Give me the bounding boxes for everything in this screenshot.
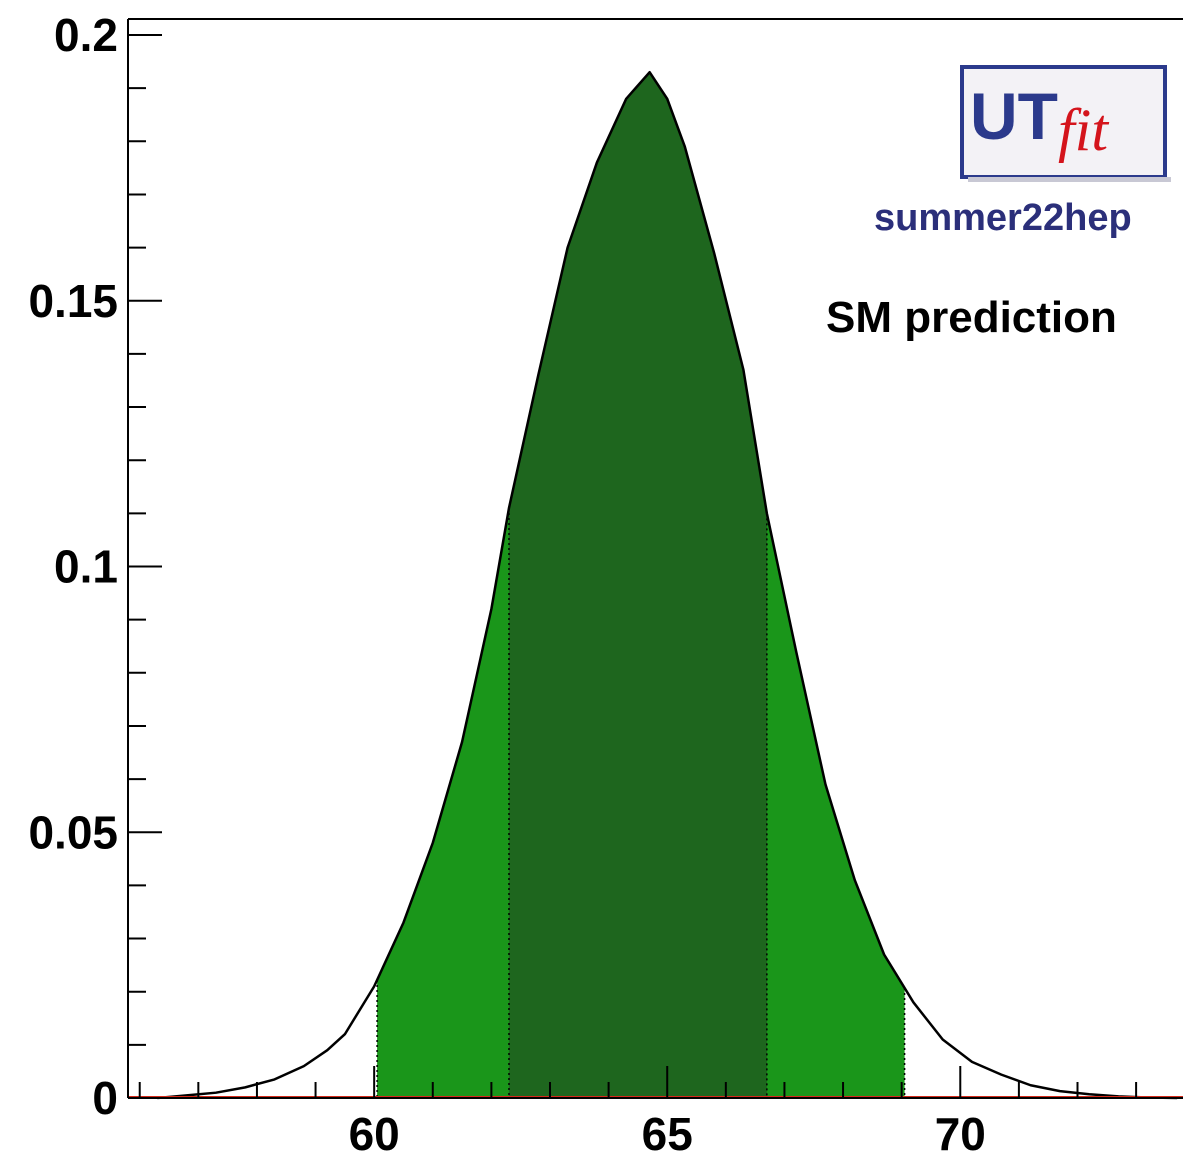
version-annotation: summer22hep (874, 197, 1132, 239)
logo-main-text: UT (970, 79, 1058, 153)
y-tick-label: 0 (92, 1072, 118, 1124)
y-tick-label: 0.15 (28, 275, 118, 327)
x-tick-label: 65 (642, 1108, 693, 1160)
y-tick-label: 0.1 (54, 541, 118, 593)
series-line (157, 70, 1178, 1100)
plot-frame (127, 18, 1183, 1099)
logo-frame (960, 65, 1167, 179)
interval-68-fill (508, 72, 767, 1099)
axis-ticks (128, 34, 1138, 1099)
utfit-logo: UT fit (960, 65, 1171, 182)
y-tick-label: 0.05 (28, 806, 118, 858)
logo-shadow (968, 177, 1171, 182)
x-tick-label: 60 (349, 1108, 400, 1160)
x-tick-label: 70 (935, 1108, 986, 1160)
tick-labels: 0 0.05 0.1 0.15 0.2 60 65 70 (28, 9, 985, 1160)
interval-fills (376, 72, 906, 1099)
model-annotation: SM prediction (826, 293, 1117, 342)
y-tick-label: 0.2 (54, 9, 118, 61)
logo-sub-text: fit (1058, 97, 1109, 163)
